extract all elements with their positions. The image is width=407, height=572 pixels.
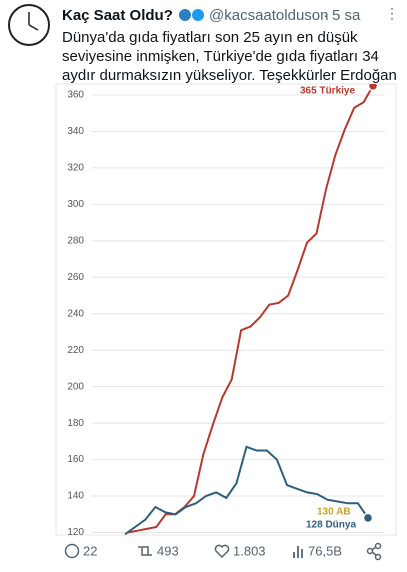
y-tick-label: 200 [67, 381, 84, 392]
author-name[interactable]: Kaç Saat Oldu? [62, 7, 173, 24]
y-tick-label: 320 [67, 163, 84, 174]
tweet-text: aydır durmaksızın yükseliyor. Teşekkürle… [62, 67, 397, 84]
y-tick-label: 240 [67, 308, 84, 319]
handle[interactable]: @kacsaatolduson [209, 7, 328, 24]
annotation: 128 Dünya [306, 520, 356, 531]
retweet-count: 493 [157, 543, 179, 558]
y-tick-label: 340 [67, 126, 84, 137]
avatar[interactable] [8, 4, 50, 46]
time[interactable]: 5 sa [332, 7, 361, 24]
like-icon[interactable] [214, 544, 230, 559]
y-tick-label: 260 [67, 272, 84, 283]
line-series [127, 85, 374, 534]
chart-image[interactable] [55, 83, 397, 536]
y-tick-label: 280 [67, 235, 84, 246]
annotation: 130 AB [317, 507, 351, 518]
line-series [124, 445, 369, 535]
y-tick-label: 360 [67, 90, 84, 101]
annotation: 365 Türkiye [300, 86, 355, 97]
tweet-text: seviyesine inmişken, Türkiye'de gıda fiy… [62, 48, 379, 65]
views-icon[interactable] [293, 546, 303, 558]
y-tick-label: 180 [67, 418, 84, 429]
more-icon[interactable]: ⋮ [385, 5, 399, 21]
separator: · [323, 7, 328, 24]
y-tick-label: 140 [67, 491, 84, 502]
share-icon[interactable] [366, 542, 382, 561]
plot: 120 140 160 180 200 220 240 260 280 300 320 340 360 3… [67, 84, 385, 538]
y-tick-label: 300 [67, 199, 84, 210]
end-marker [367, 84, 379, 92]
like-count: 1.803 [233, 543, 266, 558]
tweet-text: Dünya'da gıda fiyatları son 25 ayın en d… [62, 29, 358, 46]
retweet-icon[interactable] [138, 546, 152, 556]
y-tick-label: 220 [67, 345, 84, 356]
y-tick-label: 120 [67, 527, 84, 538]
chart: 120 140 160 180 200 220 240 260 280 300 320 340 360 3… [67, 84, 385, 538]
reply-icon[interactable] [64, 543, 80, 559]
action-bar: 22 493 1.803 76,5B [64, 542, 382, 561]
y-tick-label: 160 [67, 454, 84, 465]
view-count: 76,5B [308, 543, 342, 558]
verified-badge [192, 9, 204, 21]
globe-icon [179, 9, 191, 21]
end-marker [362, 512, 374, 524]
reply-count: 22 [83, 543, 97, 558]
